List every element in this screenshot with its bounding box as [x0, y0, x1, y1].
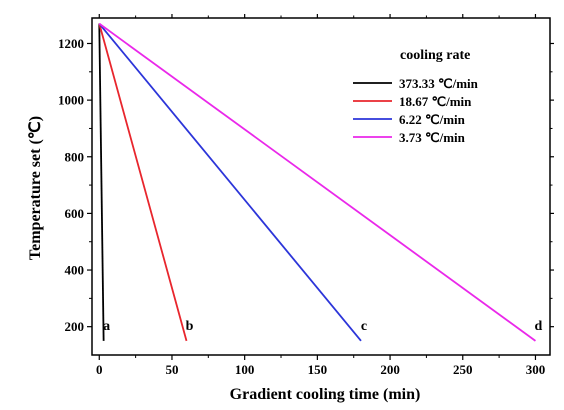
y-tick-label: 1000 [58, 93, 84, 108]
y-axis-title: Temperature set (℃) [27, 116, 44, 260]
annotation-b: b [186, 319, 194, 334]
legend: cooling rate 373.33 ℃/min 18.67 ℃/min 6.22… [353, 48, 479, 145]
series-line-a [98, 23, 105, 341]
y-tick-label: 400 [65, 263, 85, 278]
annotation-a: a [103, 319, 110, 334]
x-tick-label: 100 [235, 362, 255, 377]
series-layer [98, 22, 536, 342]
x-tick-label: 200 [380, 362, 400, 377]
series-line-b [98, 23, 188, 342]
x-tick-label: 50 [165, 362, 178, 377]
x-tick-label: 150 [308, 362, 328, 377]
axis-ticks: 0 50 100 150 200 250 300 200 400 600 800 1000 1200 [58, 14, 554, 377]
y-tick-label: 200 [65, 319, 85, 334]
annotations: a b c d [103, 319, 542, 334]
legend-title: cooling rate [400, 48, 470, 63]
x-axis-title: Gradient cooling time (min) [230, 386, 421, 403]
y-tick-label: 800 [65, 149, 85, 164]
annotation-d: d [535, 319, 543, 334]
annotation-c: c [361, 319, 367, 334]
y-tick-label: 1200 [58, 36, 84, 51]
legend-label-a: 373.33 ℃/min [399, 76, 479, 91]
legend-label-d: 3.73 ℃/min [399, 130, 466, 145]
plot-area [91, 17, 551, 356]
y-tick-label: 600 [65, 206, 85, 221]
x-tick-label: 300 [526, 362, 546, 377]
plot-frame [91, 17, 551, 356]
legend-label-c: 6.22 ℃/min [399, 112, 466, 127]
x-tick-label: 0 [96, 362, 103, 377]
x-tick-label: 250 [453, 362, 473, 377]
series-line-c [98, 23, 362, 342]
series-line-d [98, 22, 536, 342]
legend-label-b: 18.67 ℃/min [399, 94, 472, 109]
